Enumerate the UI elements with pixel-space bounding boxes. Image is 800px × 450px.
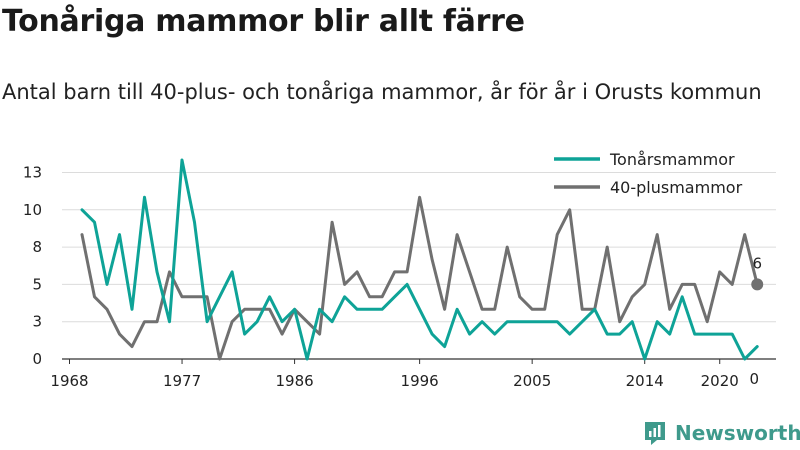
series-line-ton-rsmammor [80, 158, 759, 361]
x-axis-ticks: 1968 1977 1986 1996 2005 2014 2020 [50, 359, 739, 390]
legend-label: 40-plusmammor [610, 178, 743, 197]
x-tick-label: 1986 [275, 372, 313, 390]
annotations: 60 [749, 254, 764, 388]
newsworthy-logo-icon [645, 422, 665, 445]
x-tick-label: 1968 [50, 372, 88, 390]
series-lines [80, 158, 759, 361]
chart-title: Tonåriga mammor blir allt färre [2, 4, 525, 39]
end-point-marker [751, 278, 764, 291]
newsworthy-logo: Newsworthy [643, 419, 800, 447]
x-tick-label: 1977 [163, 372, 201, 390]
newsworthy-logo-text: Newsworthy [675, 421, 800, 445]
y-axis-ticks: 0 3 5 8 10 13 [23, 163, 42, 368]
end-value-label-zero: 0 [749, 370, 759, 388]
x-tick-label: 2014 [626, 372, 664, 390]
chart-subtitle: Antal barn till 40-plus- och tonåriga ma… [2, 80, 762, 104]
legend-label: Tonårsmammor [609, 150, 735, 169]
x-tick-label: 2005 [513, 372, 551, 390]
y-tick-label: 0 [32, 350, 42, 368]
legend: Tonårsmammor 40-plusmammor [554, 150, 743, 197]
series-line-40-plusmammor [80, 195, 759, 361]
y-tick-label: 10 [23, 201, 42, 219]
y-tick-label: 3 [32, 313, 42, 331]
x-tick-label: 1996 [401, 372, 439, 390]
y-tick-label: 8 [32, 238, 42, 256]
end-value-label: 6 [752, 254, 762, 272]
y-tick-label: 13 [23, 163, 42, 181]
y-tick-label: 5 [32, 275, 42, 293]
x-tick-label: 2020 [701, 372, 739, 390]
